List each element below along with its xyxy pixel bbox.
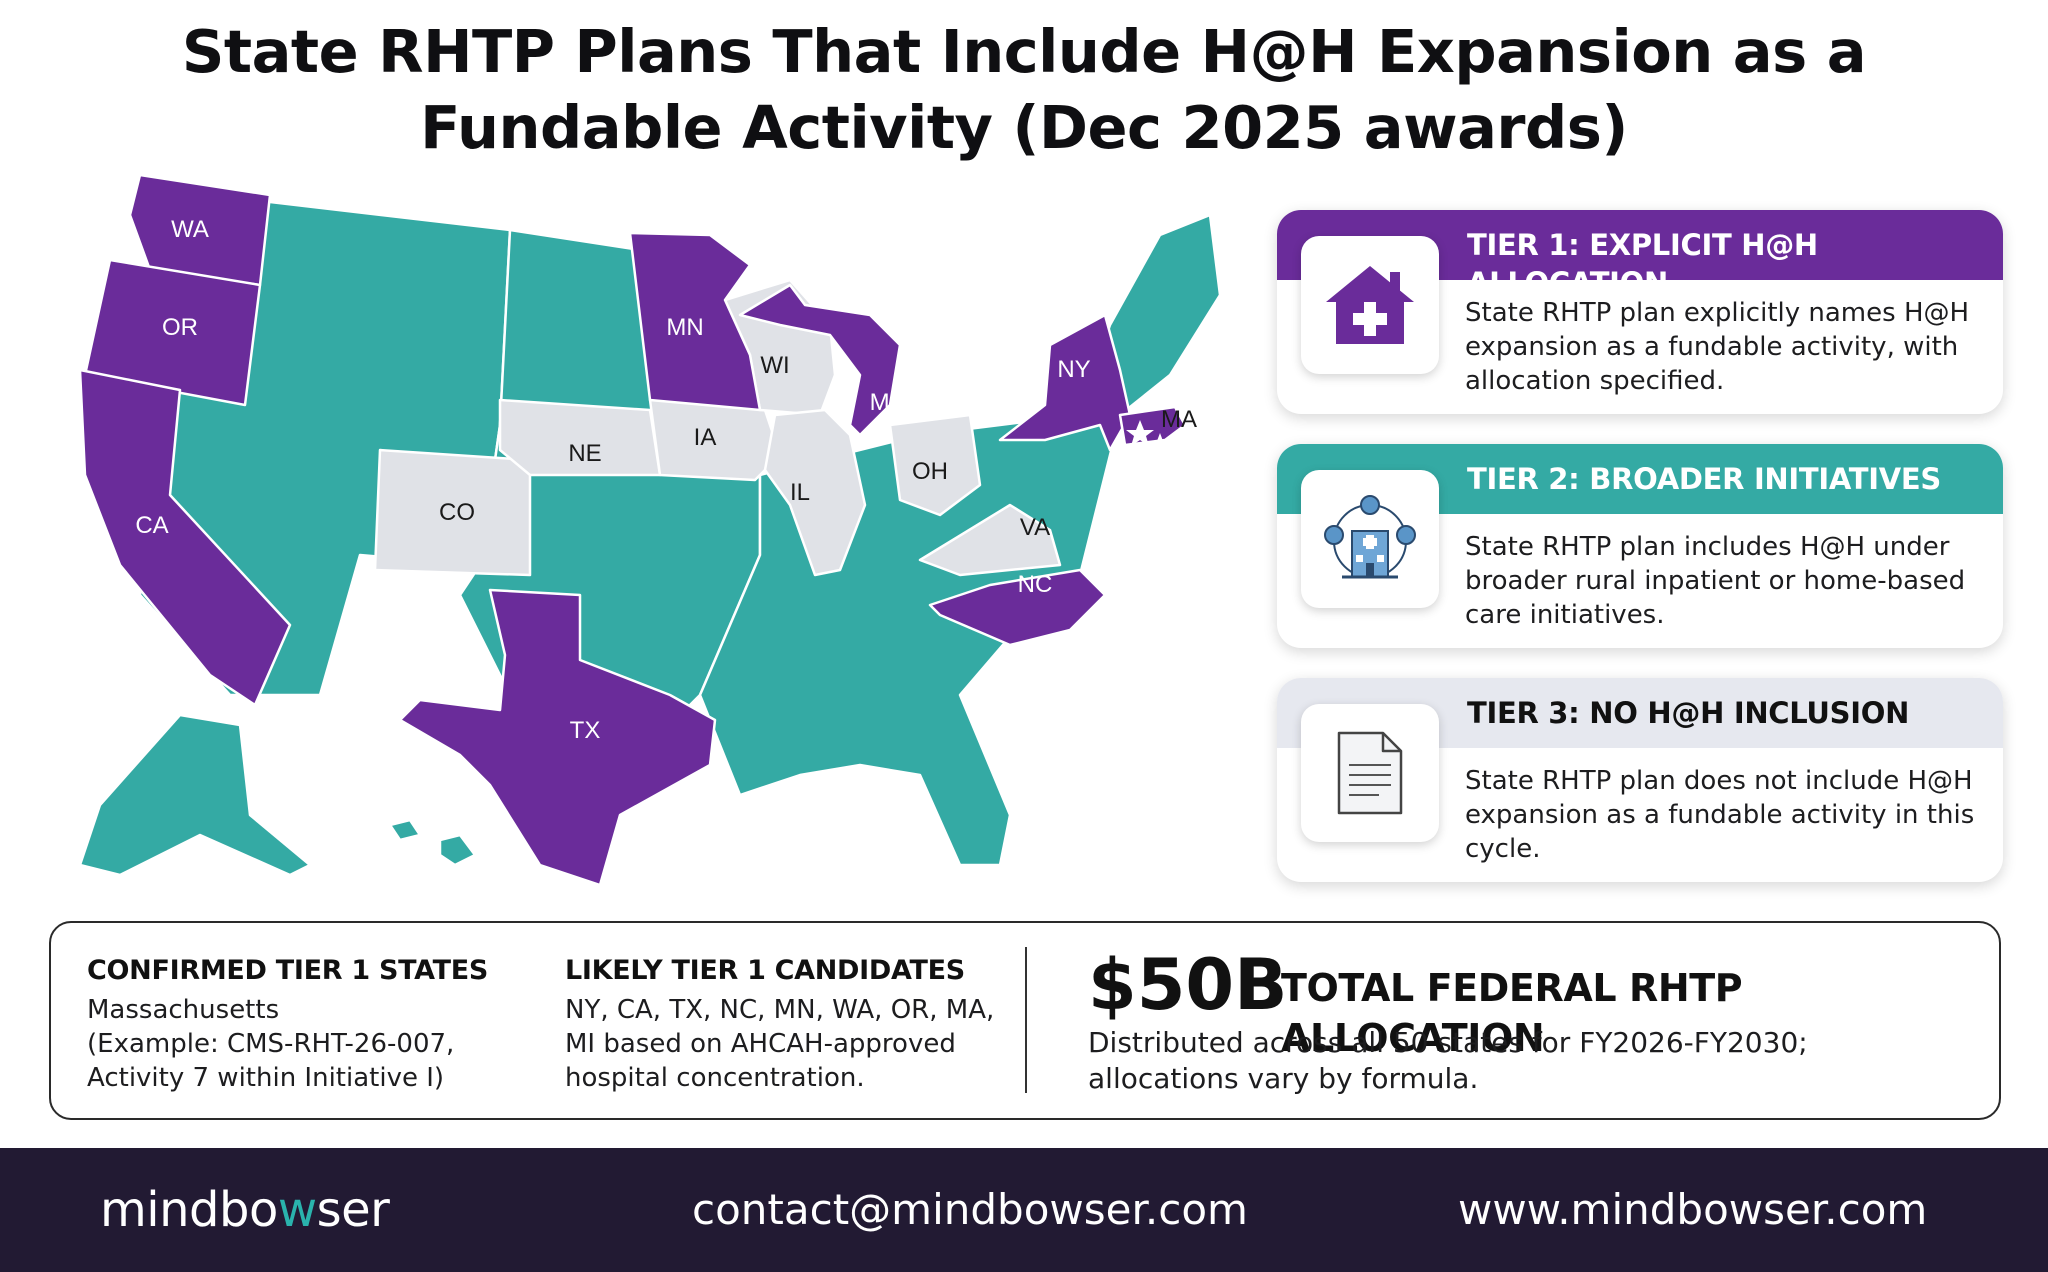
- star-icon: [1126, 420, 1154, 446]
- likely-line: MI based on AHCAH-approved: [565, 1029, 956, 1059]
- logo-text-a: mindbo: [100, 1182, 278, 1238]
- total-amount-body: Distributed across all 50 states for FY2…: [1088, 1025, 1968, 1097]
- total-amount: $50B: [1088, 944, 1288, 1026]
- amount-line: Distributed across all 50 states for FY2…: [1088, 1026, 1808, 1059]
- hospital-network-icon: [1324, 495, 1416, 579]
- tier3-state-colorado: [373, 448, 532, 577]
- state-label-nc: NC: [1018, 571, 1053, 598]
- state-label-ca: CA: [135, 512, 168, 539]
- tier2-state-hawaii: [388, 818, 477, 867]
- state-label-ia: IA: [694, 424, 717, 451]
- tier2-body: State RHTP plan includes H@H under broad…: [1465, 532, 1966, 630]
- tier1-state-new-york: [998, 313, 1132, 452]
- tier1-state-minnesota: [628, 231, 762, 412]
- state-label-va: VA: [1020, 514, 1050, 541]
- house-plus-icon: [1326, 266, 1414, 344]
- contact-email-link[interactable]: contact@mindbowser.com: [692, 1185, 1248, 1234]
- state-label-oh: OH: [912, 458, 948, 485]
- state-label-tx: TX: [570, 717, 601, 744]
- likely-body: NY, CA, TX, NC, MN, WA, OR, MA, MI based…: [565, 993, 1005, 1095]
- confirmed-heading: CONFIRMED TIER 1 STATES: [87, 955, 489, 986]
- state-labels: WA OR CA MN WI MI NY MA NE IA IL OH CO V…: [135, 216, 1197, 744]
- state-label-co: CO: [439, 499, 475, 526]
- confirmed-body: Massachusetts (Example: CMS-RHT-26-007, …: [87, 993, 507, 1095]
- tier3-state-illinois: [763, 408, 867, 577]
- tier3-card: TIER 3: NO H@H INCLUSION State RHTP plan…: [1277, 678, 2003, 882]
- star-icon: [1149, 433, 1171, 454]
- stats-divider: [1025, 947, 1027, 1093]
- confirmed-line: Massachusetts: [87, 995, 280, 1025]
- tier1-body: State RHTP plan explicitly names H@H exp…: [1465, 298, 1970, 396]
- tier1-icon-box: [1301, 236, 1439, 374]
- tier3-body: State RHTP plan does not include H@H exp…: [1465, 766, 1975, 864]
- tier3-icon-box: [1301, 704, 1439, 842]
- tier3-state-ohio: [888, 413, 982, 517]
- footer-bar: mindbowser contact@mindbowser.com www.mi…: [0, 1148, 2048, 1272]
- stats-panel: CONFIRMED TIER 1 STATES Massachusetts (E…: [49, 921, 2001, 1120]
- tier3-state-nebraska: [498, 398, 662, 477]
- state-label-mi: MI: [870, 389, 897, 416]
- star-icons: [1126, 420, 1171, 454]
- us-map-svg: WA OR CA MN WI MI NY MA NE IA IL OH CO V…: [78, 175, 1222, 887]
- page-title: State RHTP Plans That Include H@H Expans…: [181, 17, 1867, 162]
- tier1-title: TIER 1: EXPLICIT H@H ALLOCATION: [1467, 228, 1818, 300]
- tier2-state-alaska: [78, 713, 312, 877]
- likely-line: NY, CA, TX, NC, MN, WA, OR, MA,: [565, 995, 995, 1025]
- state-label-mn: MN: [666, 314, 703, 341]
- tier1-state-oregon: [83, 258, 262, 407]
- tier2-icon-box: [1301, 470, 1439, 608]
- us-map: WA OR CA MN WI MI NY MA NE IA IL OH CO V…: [60, 175, 1240, 905]
- tier1-state-north-carolina: [928, 568, 1107, 647]
- tier3-state-virginia: [918, 503, 1062, 577]
- confirmed-line: Activity 7 within Initiative I): [87, 1063, 445, 1093]
- likely-heading: LIKELY TIER 1 CANDIDATES: [565, 955, 965, 986]
- state-label-wa: WA: [171, 216, 209, 243]
- state-label-ma: MA: [1161, 406, 1197, 433]
- tier2-card: TIER 2: BROADER INITIATIVES State RHTP p…: [1277, 444, 2003, 648]
- brand-logo[interactable]: mindbowser: [100, 1180, 390, 1240]
- tier1-state-california: [78, 368, 292, 707]
- likely-line: hospital concentration.: [565, 1063, 865, 1093]
- logo-text-c: ser: [316, 1182, 390, 1238]
- website-link[interactable]: www.mindbowser.com: [1458, 1185, 1928, 1234]
- tier1-state-michigan: [738, 283, 902, 437]
- tier1-state-texas: [398, 588, 717, 887]
- state-label-or: OR: [162, 314, 198, 341]
- state-label-ne: NE: [568, 440, 601, 467]
- logo-text-accent: w: [277, 1182, 317, 1238]
- amount-line: allocations vary by formula.: [1088, 1062, 1479, 1095]
- tier2-title: TIER 2: BROADER INITIATIVES: [1467, 462, 1941, 496]
- document-icon: [1337, 731, 1403, 815]
- state-label-wi: WI: [760, 352, 789, 379]
- tier3-title: TIER 3: NO H@H INCLUSION: [1467, 696, 1910, 730]
- total-amount-label: TOTAL FEDERAL RHTP ALLOCATION: [1281, 966, 1743, 1060]
- confirmed-line: (Example: CMS-RHT-26-007,: [87, 1029, 455, 1059]
- tier1-card: TIER 1: EXPLICIT H@H ALLOCATION State RH…: [1277, 210, 2003, 414]
- state-label-il: IL: [790, 479, 810, 506]
- state-label-ny: NY: [1057, 356, 1090, 383]
